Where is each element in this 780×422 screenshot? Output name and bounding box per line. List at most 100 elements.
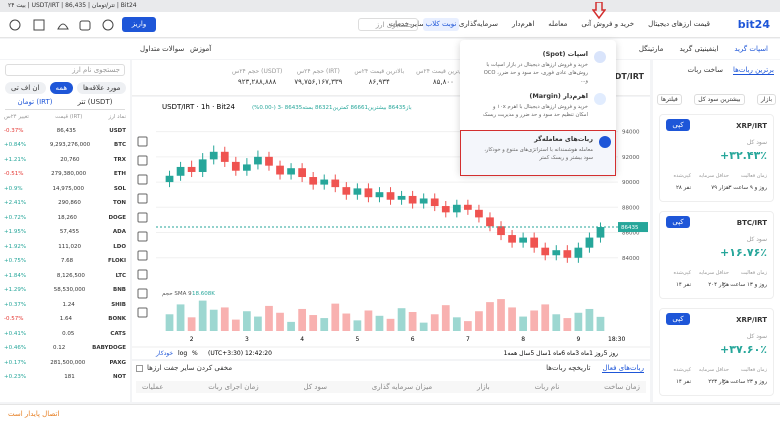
volume-bar bbox=[530, 310, 539, 331]
pointer-arrow bbox=[592, 2, 606, 20]
price: 20,760 bbox=[60, 156, 80, 163]
table-tab[interactable]: تاریخچه ربات‌ها bbox=[546, 364, 591, 372]
change: +0.84% bbox=[4, 142, 27, 148]
quote-tab[interactable]: تتر (USDT) bbox=[77, 98, 113, 106]
market-tab[interactable]: مورد علاقه‌ها bbox=[77, 82, 127, 94]
market-row[interactable]: +1.92% 111,020 LDO bbox=[4, 240, 126, 253]
market-row[interactable]: +0.23% 181 NOT bbox=[4, 371, 126, 384]
candle-body bbox=[243, 164, 251, 171]
candle-body bbox=[198, 159, 207, 172]
column-header: میزان سرمایه گذاری bbox=[371, 383, 433, 391]
bot-tab[interactable]: ساخت ربات bbox=[687, 66, 723, 74]
nav-item[interactable]: اهرم‌دار bbox=[512, 20, 535, 28]
copy-button[interactable]: کپی bbox=[666, 216, 690, 228]
dropdown-item[interactable]: ربات‌های معامله‌گر معامله هوشمندانه با اس… bbox=[460, 130, 616, 176]
profit-label: سود کل bbox=[746, 139, 767, 146]
market-row[interactable]: +0.41% 0.05 CATS bbox=[4, 327, 126, 340]
candle-body bbox=[165, 175, 174, 183]
nav-item[interactable]: قیمت ارزهای دیجیتال bbox=[648, 20, 710, 28]
stat-label: حداقل سرمایه bbox=[698, 367, 729, 373]
ticker-stats: پایین‌ترین قیمت ۲۴س ۸۵,۸۰۰ بالاترین قیمت ۲… bbox=[232, 68, 471, 86]
market-row[interactable]: +0.37% 1.24 SHIB bbox=[4, 298, 126, 311]
market-tab[interactable]: همه bbox=[49, 82, 74, 94]
quote-tabs: تومان (IRT) تتر (USDT) bbox=[5, 98, 125, 110]
candle-body bbox=[320, 179, 329, 185]
bot-filters: بازار بیشترین سود کل فیلترها bbox=[657, 94, 776, 105]
deposit-button[interactable]: واریز bbox=[122, 17, 156, 32]
faq-link[interactable]: سوالات متداول bbox=[140, 45, 185, 53]
x-last: 18:30 bbox=[608, 336, 625, 343]
hide-others[interactable]: مخفی کردن سایر جفت ارزها bbox=[136, 364, 232, 372]
dropdown-item[interactable]: اهرم‌دار (Margin) خرید و فروش ارزهای دیجی… bbox=[466, 88, 610, 126]
filter[interactable]: فیلترها bbox=[657, 94, 682, 105]
market-row[interactable]: +0.75% 7.68 FLOKI bbox=[4, 255, 126, 268]
market-row[interactable]: +0.84% 9,293,276,000 BTC bbox=[4, 139, 126, 152]
sub-tab[interactable]: اسپات گرید bbox=[734, 45, 768, 53]
market-row[interactable]: -0.37% 86,435 USDT bbox=[4, 124, 126, 137]
market-row[interactable]: +0.46% 0.12 BABYDOGE bbox=[4, 342, 126, 355]
volume-bar bbox=[265, 305, 273, 331]
candle-body bbox=[375, 192, 384, 198]
column-header: عملیات bbox=[142, 383, 164, 391]
item-icon bbox=[599, 136, 611, 148]
copy-button[interactable]: کپی bbox=[666, 313, 690, 325]
market-row[interactable]: +1.95% 57,455 ADA bbox=[4, 226, 126, 239]
change: +1.29% bbox=[4, 287, 27, 293]
stat-value: ۳ روز و ۹ ساعت bbox=[728, 185, 767, 191]
filter[interactable]: بیشترین سود کل bbox=[694, 94, 745, 105]
club-button[interactable]: نوبت کلاب bbox=[423, 18, 459, 31]
candle-body bbox=[464, 204, 472, 210]
learn-link[interactable]: آموزش bbox=[190, 45, 212, 53]
dropdown-item[interactable]: اسپات (Spot) خرید و فروش ارزهای دیجیتال د… bbox=[466, 46, 610, 84]
market-row[interactable]: +1.21% 20,760 TRX bbox=[4, 153, 126, 166]
sub-tab[interactable]: اینفینیتی گرید bbox=[679, 45, 719, 53]
table-tab[interactable]: ربات‌های فعال bbox=[602, 364, 644, 373]
filter[interactable]: بازار bbox=[757, 94, 776, 105]
symbol: PAXG bbox=[109, 359, 126, 366]
x-tick-label: 9 bbox=[576, 336, 580, 343]
symbol: ETH bbox=[113, 171, 126, 177]
copy-button[interactable]: کپی bbox=[666, 119, 690, 131]
candle-body bbox=[486, 217, 494, 227]
tool-icon bbox=[137, 136, 148, 147]
market-row[interactable]: -0.51% 279,380,000 ETH bbox=[4, 168, 126, 181]
item-icon bbox=[594, 51, 606, 63]
search[interactable]: جستجوی ارز bbox=[358, 18, 418, 31]
volume-bar bbox=[209, 309, 218, 331]
bot-tab[interactable]: برترین ربات‌ها bbox=[733, 66, 774, 75]
nav-item[interactable]: خرید و فروش آنی bbox=[581, 20, 635, 28]
nav-item[interactable]: معامله bbox=[548, 20, 568, 28]
volume-bar bbox=[220, 307, 229, 331]
item-desc: خرید و فروش ارزهای دیجیتال در بازار اسپا… bbox=[483, 62, 588, 84]
market-row[interactable]: -0.57% 1.64 BONK bbox=[4, 313, 126, 326]
candle-body bbox=[276, 165, 284, 175]
sub-tab[interactable]: مارتینگل bbox=[638, 45, 664, 53]
stat: حجم ۲۴س (IRT) ۷۹,۷۵۶,۱۶۷,۳۳۹ bbox=[294, 68, 342, 86]
y-tick-label: 86000 bbox=[622, 231, 640, 237]
browser-bar: بیت ۲۴ | USDT/IRT | تتر/تومان | 86,435 |… bbox=[0, 0, 780, 12]
market-row[interactable]: +1.84% 8,126,500 LTC bbox=[4, 269, 126, 282]
nav-item[interactable]: سایر خدمات bbox=[388, 20, 425, 28]
volume-value: 18.608K bbox=[192, 291, 215, 297]
price: 181 bbox=[64, 374, 75, 380]
checkbox[interactable] bbox=[136, 364, 143, 372]
market-search[interactable]: جستجوی نام ارز bbox=[5, 64, 125, 76]
symbol: LTC bbox=[115, 272, 126, 279]
price: 290,860 bbox=[58, 200, 81, 206]
bots-table: مخفی کردن سایر جفت ارزها ربات‌های فعال تا… bbox=[132, 361, 650, 402]
profit: +۱۶.۷۶٪ bbox=[720, 246, 767, 259]
market-row[interactable]: +0.9% 14,975,000 SOL bbox=[4, 182, 126, 195]
logo[interactable]: bit24 bbox=[737, 18, 770, 31]
ranges[interactable]: 1روز 5روز 1ماه 3ماه 6ماه 1سال 5سال همه bbox=[504, 350, 618, 357]
quote-tab[interactable]: تومان (IRT) bbox=[17, 98, 53, 106]
market-row[interactable]: +1.29% 58,530,000 BNB bbox=[4, 284, 126, 297]
market-row[interactable]: +0.17% 281,500,000 PAXG bbox=[4, 356, 126, 369]
volume-bar bbox=[187, 317, 196, 331]
market-tab[interactable]: ان اف تی bbox=[5, 82, 46, 94]
sub-bar: اسپات گرید اینفینیتی گرید مارتینگل آموزش س… bbox=[0, 39, 780, 59]
market-row[interactable]: +2.41% 290,860 TON bbox=[4, 197, 126, 210]
nav-item[interactable]: سرمایه‌گذاری دوکاته bbox=[439, 20, 499, 28]
candle-body bbox=[386, 192, 395, 200]
market-row[interactable]: +0.72% 18,260 DOGE bbox=[4, 211, 126, 224]
stat-value: ۲۰ روز و ۲۳ ساعت bbox=[722, 379, 767, 385]
